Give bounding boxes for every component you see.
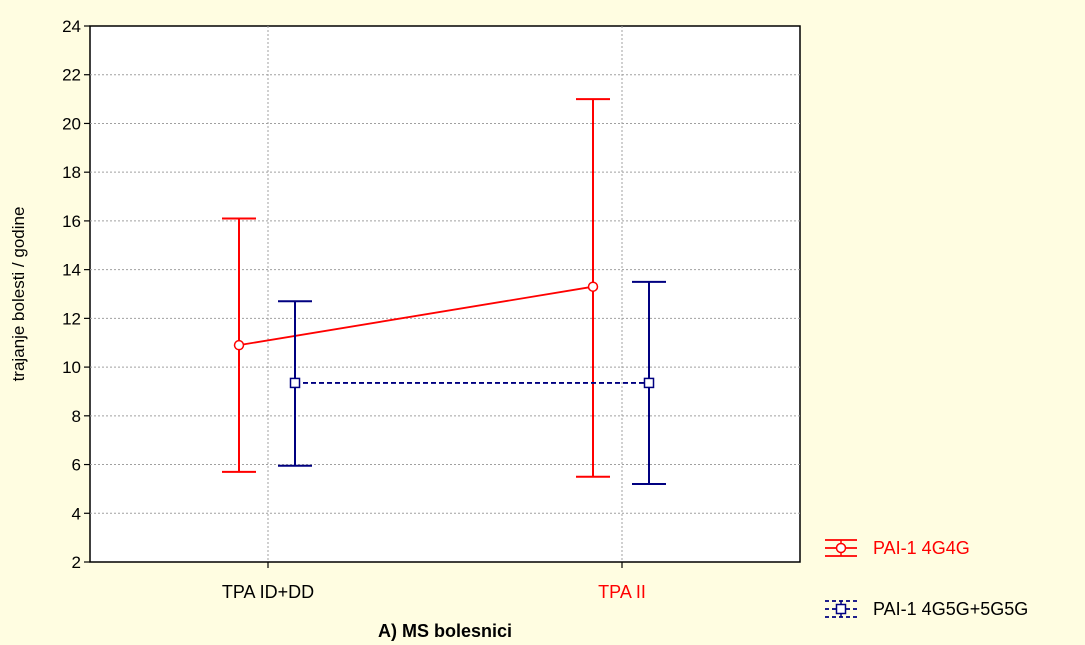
data-point (643, 377, 655, 389)
y-tick-label: 24 (62, 17, 81, 36)
legend-label: PAI-1 4G5G+5G5G (873, 599, 1028, 619)
legend: PAI-1 4G4G PAI-1 4G5G+5G5G (825, 538, 1028, 619)
data-point (289, 377, 301, 389)
data-point (587, 281, 599, 292)
series-group (222, 98, 666, 486)
y-tick-label: 2 (72, 553, 81, 572)
y-tick-label: 20 (62, 114, 81, 133)
legend-marker (835, 542, 847, 554)
series-pai1-4g5g-5g5g (278, 280, 666, 486)
y-tick-label: 4 (72, 504, 81, 523)
series-line (238, 285, 594, 347)
series-pai1-4g4g (222, 98, 610, 478)
y-tick-label: 6 (72, 456, 81, 475)
y-tick-label: 8 (72, 407, 81, 426)
legend-marker (835, 603, 847, 615)
x-axis-title: A) MS bolesnici (378, 621, 512, 641)
legend-item: PAI-1 4G5G+5G5G (825, 599, 1028, 619)
x-category-label: TPA ID+DD (222, 582, 314, 602)
legend-item: PAI-1 4G4G (825, 538, 970, 558)
y-tick-label: 14 (62, 261, 81, 280)
x-category-label: TPA II (598, 582, 646, 602)
data-point (233, 339, 245, 351)
grid-lines (90, 26, 800, 562)
y-tick-label: 12 (62, 309, 81, 328)
plot-area (89, 25, 801, 563)
y-tick-label: 10 (62, 358, 81, 377)
x-axis: TPA ID+DD TPA II (222, 562, 646, 602)
y-tick-label: 22 (62, 66, 81, 85)
y-axis-title: trajanje bolesti / godine (9, 207, 28, 382)
legend-label: PAI-1 4G4G (873, 538, 970, 558)
y-tick-label: 18 (62, 163, 81, 182)
y-tick-label: 16 (62, 212, 81, 231)
